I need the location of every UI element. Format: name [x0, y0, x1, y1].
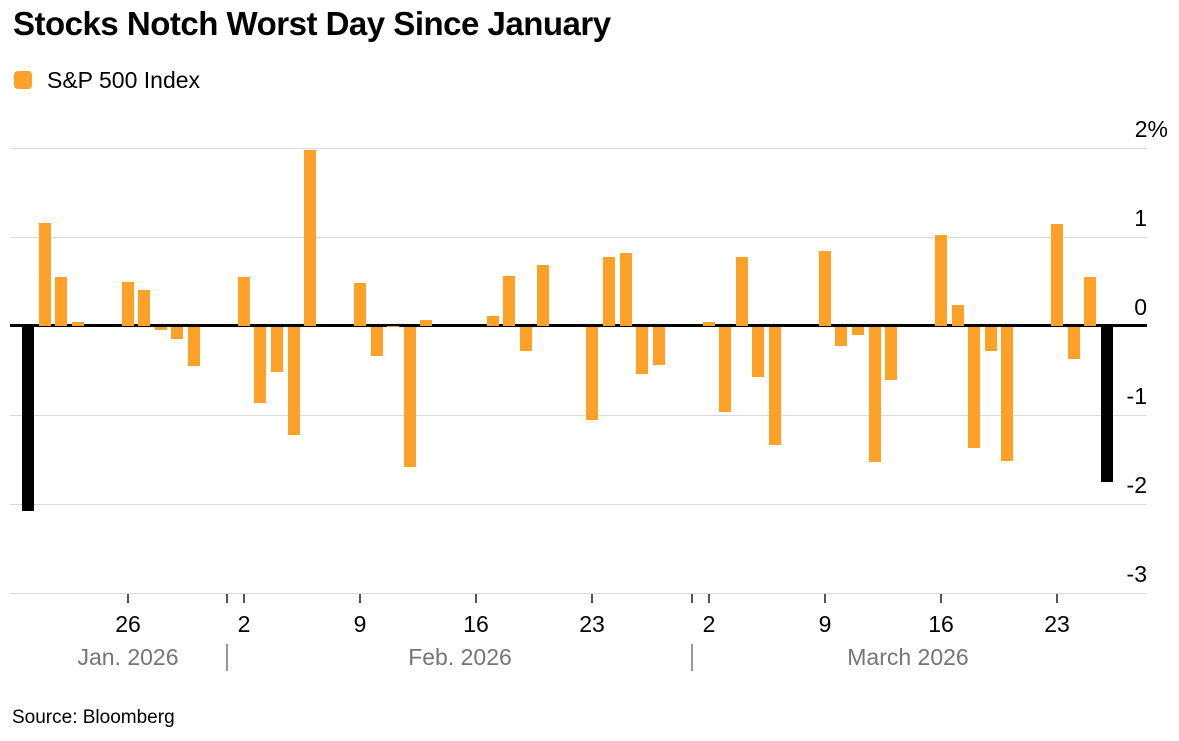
- month-boundary-tick-mark: [226, 594, 228, 603]
- bar: [188, 327, 200, 366]
- bar: [72, 322, 84, 326]
- bar: [885, 327, 897, 380]
- legend-label: S&P 500 Index: [47, 67, 201, 93]
- x-axis-tick-mark: [359, 594, 361, 603]
- bar: [155, 327, 167, 330]
- bar: [387, 326, 399, 327]
- bar: [852, 327, 864, 335]
- y-axis-tick-label: -1: [1126, 383, 1147, 409]
- legend-swatch-icon: [14, 71, 32, 89]
- gridline: [10, 415, 1147, 416]
- x-axis-tick-label: 23: [1044, 611, 1070, 637]
- bar: [968, 327, 980, 448]
- bar-highlight: [1101, 327, 1113, 482]
- month-boundary-tick-mark: [691, 594, 693, 603]
- x-axis-tick-label: 26: [115, 611, 141, 637]
- bar: [736, 257, 748, 326]
- x-axis-tick-label: 2: [702, 611, 716, 637]
- bar: [1051, 224, 1063, 326]
- gridline: [10, 504, 1147, 505]
- bar: [420, 320, 432, 326]
- bar: [819, 251, 831, 326]
- bar: [404, 327, 416, 467]
- bar: [752, 327, 764, 377]
- month-label: March 2026: [847, 644, 969, 670]
- bar: [122, 282, 134, 326]
- x-axis-tick-label: 23: [579, 611, 605, 637]
- bar: [520, 327, 532, 351]
- bar: [288, 327, 300, 435]
- bar: [371, 327, 383, 356]
- zero-line: [10, 324, 1147, 327]
- bar: [603, 257, 615, 326]
- x-axis-tick-label: 2: [237, 611, 251, 637]
- month-label: Feb. 2026: [408, 644, 512, 670]
- chart-title: Stocks Notch Worst Day Since January: [13, 5, 611, 42]
- x-axis-tick-mark: [1056, 594, 1058, 603]
- y-axis-tick-label: -3: [1126, 561, 1147, 587]
- bar: [55, 277, 67, 326]
- gridline: [10, 237, 1147, 238]
- x-axis-tick-label: 9: [353, 611, 367, 637]
- legend: S&P 500 Index: [14, 68, 200, 92]
- x-axis-tick-mark: [475, 594, 477, 603]
- bar: [1068, 327, 1080, 359]
- bar: [537, 265, 549, 326]
- x-axis-tick-mark: [940, 594, 942, 603]
- y-axis-tick-label: 0: [1134, 294, 1147, 320]
- bar: [354, 283, 366, 326]
- month-separator: [691, 644, 693, 671]
- source-attribution: Source: Bloomberg: [12, 707, 175, 728]
- bar: [935, 235, 947, 326]
- x-axis-tick-mark: [127, 594, 129, 603]
- bar: [1084, 277, 1096, 326]
- x-axis-tick-mark: [243, 594, 245, 603]
- bar: [254, 327, 266, 403]
- bar: [835, 327, 847, 346]
- y-axis-tick-label: -2: [1126, 472, 1147, 498]
- bar: [653, 327, 665, 365]
- bar: [138, 290, 150, 326]
- bar-highlight: [22, 327, 34, 511]
- bar: [719, 327, 731, 412]
- y-axis-tick-label: 1: [1134, 205, 1147, 231]
- bar: [952, 305, 964, 326]
- gridline: [10, 593, 1147, 594]
- bar: [487, 316, 499, 326]
- bar: [769, 327, 781, 445]
- gridline: [10, 148, 1147, 149]
- x-axis-tick-mark: [824, 594, 826, 603]
- bar: [586, 327, 598, 420]
- x-axis-tick-mark: [708, 594, 710, 603]
- bar: [869, 327, 881, 462]
- bar: [503, 276, 515, 326]
- bar: [1001, 327, 1013, 461]
- bar: [238, 277, 250, 326]
- bar: [636, 327, 648, 374]
- bar: [171, 327, 183, 339]
- month-label: Jan. 2026: [77, 644, 179, 670]
- x-axis-tick-label: 16: [463, 611, 489, 637]
- x-axis-tick-label: 9: [818, 611, 832, 637]
- y-axis-tick-label: 2%: [1134, 116, 1168, 142]
- bar: [304, 150, 316, 326]
- bar: [985, 327, 997, 351]
- bar: [703, 322, 715, 326]
- bar: [271, 327, 283, 372]
- month-separator: [226, 644, 228, 671]
- x-axis-tick-mark: [591, 594, 593, 603]
- bar: [39, 223, 51, 326]
- x-axis-tick-label: 16: [928, 611, 954, 637]
- bar: [620, 253, 632, 326]
